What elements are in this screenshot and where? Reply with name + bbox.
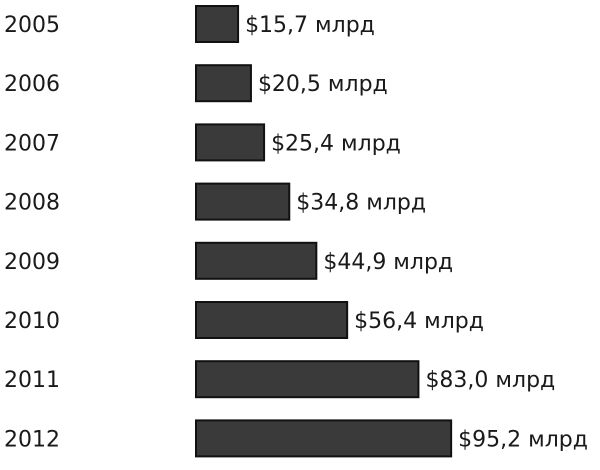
- bar-2006: [195, 64, 252, 103]
- value-label-2010: $56,4 млрд: [354, 309, 484, 334]
- bar-2008: [195, 182, 291, 221]
- value-label-2012: $95,2 млрд: [458, 427, 588, 452]
- bar-2012: [195, 419, 453, 458]
- bar-2009: [195, 241, 318, 280]
- value-label-2011: $83,0 млрд: [425, 368, 555, 393]
- value-label-2008: $34,8 млрд: [296, 191, 426, 216]
- value-label-2005: $15,7 млрд: [245, 13, 375, 38]
- value-label-2009: $44,9 млрд: [323, 250, 453, 275]
- year-label-2008: 2008: [4, 191, 60, 216]
- bar-2010: [195, 301, 349, 339]
- year-label-2009: 2009: [4, 250, 60, 275]
- bar-2005: [195, 5, 240, 43]
- value-label-2006: $20,5 млрд: [258, 72, 388, 97]
- bar-2011: [195, 360, 420, 399]
- bar-2007: [195, 123, 266, 162]
- year-label-2005: 2005: [4, 13, 60, 38]
- year-label-2006: 2006: [4, 72, 60, 97]
- value-label-2007: $25,4 млрд: [271, 131, 401, 156]
- year-label-2007: 2007: [4, 131, 60, 156]
- year-label-2011: 2011: [4, 368, 60, 393]
- year-label-2010: 2010: [4, 309, 60, 334]
- year-label-2012: 2012: [4, 427, 60, 452]
